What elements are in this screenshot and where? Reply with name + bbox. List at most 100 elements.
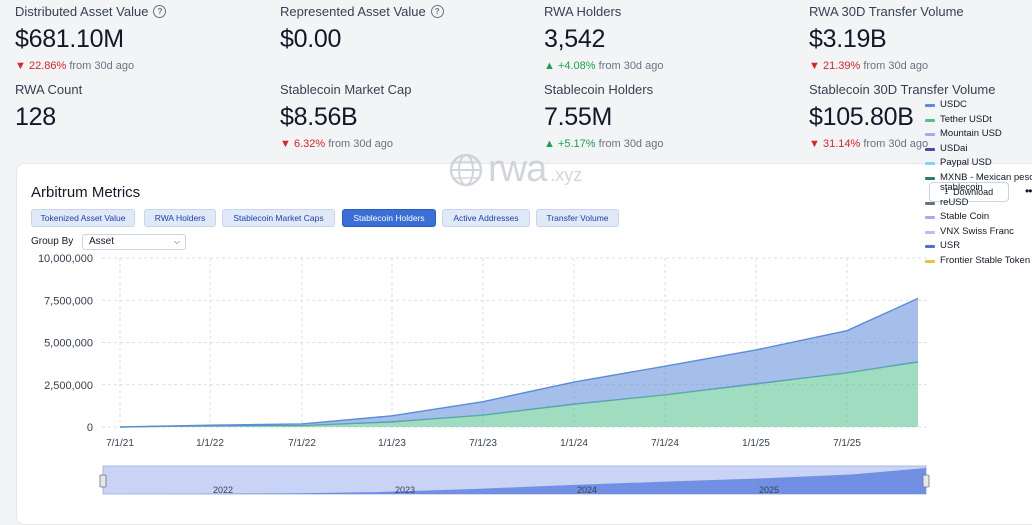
change-percent: +5.17% xyxy=(557,138,596,150)
tab-tokenized-asset-value[interactable]: Tokenized Asset Value xyxy=(31,209,135,227)
change-suffix: from 30d ago xyxy=(328,138,394,150)
line-usdc xyxy=(119,297,919,428)
y-tick-label: 7,500,000 xyxy=(44,295,93,307)
legend-label: Tether USDt xyxy=(940,113,992,125)
chart-legend: USDC Tether USDt Mountain USD USDai Paypal U… xyxy=(925,99,1032,270)
navigator-handle-right xyxy=(922,474,930,488)
tab-stablecoin-holders[interactable]: Stablecoin Holders xyxy=(342,209,436,227)
legend-swatch xyxy=(925,216,935,219)
download-label: Download xyxy=(953,187,994,197)
change-percent: 6.32% xyxy=(293,138,326,150)
up-arrow-icon: ▲ xyxy=(544,138,555,150)
stablecoin-holders-chart: 0 2,500,000 5,000,000 7,500,000 10,000,000 7/… xyxy=(38,253,930,495)
legend-swatch xyxy=(925,230,935,234)
metric-value: 7.55M xyxy=(544,103,612,131)
group-by-value: Asset xyxy=(89,236,115,247)
navigator-year-label: 2025 xyxy=(759,485,779,495)
card-title: Arbitrum Metrics xyxy=(31,184,141,201)
x-tick-label: 1/1/22 xyxy=(196,438,224,449)
legend-swatch xyxy=(925,259,935,263)
metric-value: $681.10M xyxy=(15,25,124,53)
chevron-down-icon: ⌵ xyxy=(173,237,180,246)
metric-label: Distributed Asset Value xyxy=(15,4,149,19)
change-suffix: from 30d ago xyxy=(863,138,929,150)
change-suffix: from 30d ago xyxy=(69,60,135,72)
tab-rwa-holders[interactable]: RWA Holders xyxy=(144,209,216,227)
x-tick-label: 7/1/22 xyxy=(288,438,316,449)
down-arrow-icon: ▼ xyxy=(15,60,26,72)
metric-stablecoin-30d-transfer-volume: Stablecoin 30D Transfer Volume $105.80B … xyxy=(809,82,995,150)
x-tick-label: 1/1/25 xyxy=(742,438,770,449)
legend-swatch xyxy=(925,162,935,165)
tab-transfer-volume[interactable]: Transfer Volume xyxy=(536,209,619,227)
tab-stablecoin-market-caps[interactable]: Stablecoin Market Caps xyxy=(222,209,335,227)
legend-swatch xyxy=(925,133,935,136)
more-options-icon[interactable]: •• xyxy=(1025,184,1032,198)
navigator-year-label: 2024 xyxy=(577,485,597,495)
legend-label: reUSD xyxy=(940,196,969,208)
metric-rwa-holders: RWA Holders 3,542 ▲ +4.08% from 30d ago xyxy=(544,4,663,72)
legend-item[interactable]: Mountain USD xyxy=(925,128,1032,140)
group-by-select[interactable]: Asset ⌵ xyxy=(82,234,186,250)
metric-label: RWA Count xyxy=(15,82,83,97)
metric-value: $0.00 xyxy=(280,25,342,53)
down-arrow-icon: ▼ xyxy=(809,138,820,150)
legend-item[interactable]: USDai xyxy=(925,142,1032,155)
metric-stablecoin-holders: Stablecoin Holders 7.55M ▲ +5.17% from 3… xyxy=(544,82,663,150)
x-tick-label: 7/1/24 xyxy=(651,438,679,449)
x-tick-label: 1/1/24 xyxy=(560,438,588,449)
navigator-year-label: 2023 xyxy=(395,485,415,495)
metric-label: Stablecoin Holders xyxy=(544,82,654,97)
legend-item[interactable]: reUSD xyxy=(925,196,1032,209)
metric-label: Stablecoin Market Cap xyxy=(280,82,412,97)
metric-label: Represented Asset Value xyxy=(280,4,426,19)
legend-label: USDC xyxy=(940,99,967,110)
navigator-handle-left xyxy=(99,474,107,488)
legend-item[interactable]: USDC xyxy=(925,99,1032,111)
legend-item[interactable]: Frontier Stable Token xyxy=(925,254,1032,267)
download-icon: ⭳ xyxy=(944,186,949,196)
metric-rwa-30d-transfer-volume: RWA 30D Transfer Volume $3.19B ▼ 21.39% … xyxy=(809,4,964,72)
metric-distributed-asset-value: Distributed Asset Value? $681.10M ▼ 22.8… xyxy=(15,4,167,72)
legend-swatch xyxy=(925,118,935,122)
metric-label: RWA 30D Transfer Volume xyxy=(809,4,964,19)
download-button[interactable]: ⭳ Download xyxy=(929,182,1009,202)
metric-label: Stablecoin 30D Transfer Volume xyxy=(809,82,996,97)
y-tick-label: 2,500,000 xyxy=(44,380,93,392)
legend-label: Mountain USD xyxy=(940,128,1002,139)
area-usdc xyxy=(120,298,918,427)
x-tick-label: 7/1/23 xyxy=(469,438,497,449)
legend-label: USR xyxy=(940,240,961,251)
legend-label: USDai xyxy=(940,142,968,154)
down-arrow-icon: ▼ xyxy=(280,138,291,150)
tab-active-addresses[interactable]: Active Addresses xyxy=(442,209,530,227)
area-tether-usdt xyxy=(120,361,918,427)
legend-item[interactable]: VNX Swiss Franc xyxy=(925,225,1032,238)
help-icon[interactable]: ? xyxy=(430,5,444,18)
up-arrow-icon: ▲ xyxy=(544,60,555,72)
y-tick-label: 10,000,000 xyxy=(38,253,93,265)
legend-item[interactable]: Tether USDt xyxy=(925,113,1032,126)
metric-value: 128 xyxy=(15,103,56,131)
y-tick-label: 0 xyxy=(87,422,93,434)
legend-label: Stable Coin xyxy=(940,211,990,222)
change-suffix: from 30d ago xyxy=(863,60,929,72)
metric-label: RWA Holders xyxy=(544,4,622,19)
legend-item[interactable]: Stable Coin xyxy=(925,211,1032,223)
change-suffix: from 30d ago xyxy=(598,138,664,150)
help-icon[interactable]: ? xyxy=(153,5,167,18)
legend-label: Frontier Stable Token xyxy=(940,254,1031,266)
x-tick-label: 1/1/23 xyxy=(378,438,406,449)
metric-rwa-count: RWA Count 128 xyxy=(15,82,82,132)
legend-swatch xyxy=(925,201,935,205)
legend-swatch xyxy=(925,104,935,107)
legend-item[interactable]: Paypal USD xyxy=(925,157,1032,169)
legend-swatch xyxy=(925,147,935,151)
change-percent: 22.86% xyxy=(28,60,67,72)
group-by-label: Group By xyxy=(31,236,74,247)
metric-value: $105.80B xyxy=(809,103,914,131)
legend-item[interactable]: USR xyxy=(925,240,1032,252)
x-tick-label: 7/1/25 xyxy=(833,438,861,449)
legend-item[interactable]: MXNB - Mexican peso stablecoin xyxy=(925,172,1032,194)
legend-label: VNX Swiss Franc xyxy=(940,225,1014,237)
